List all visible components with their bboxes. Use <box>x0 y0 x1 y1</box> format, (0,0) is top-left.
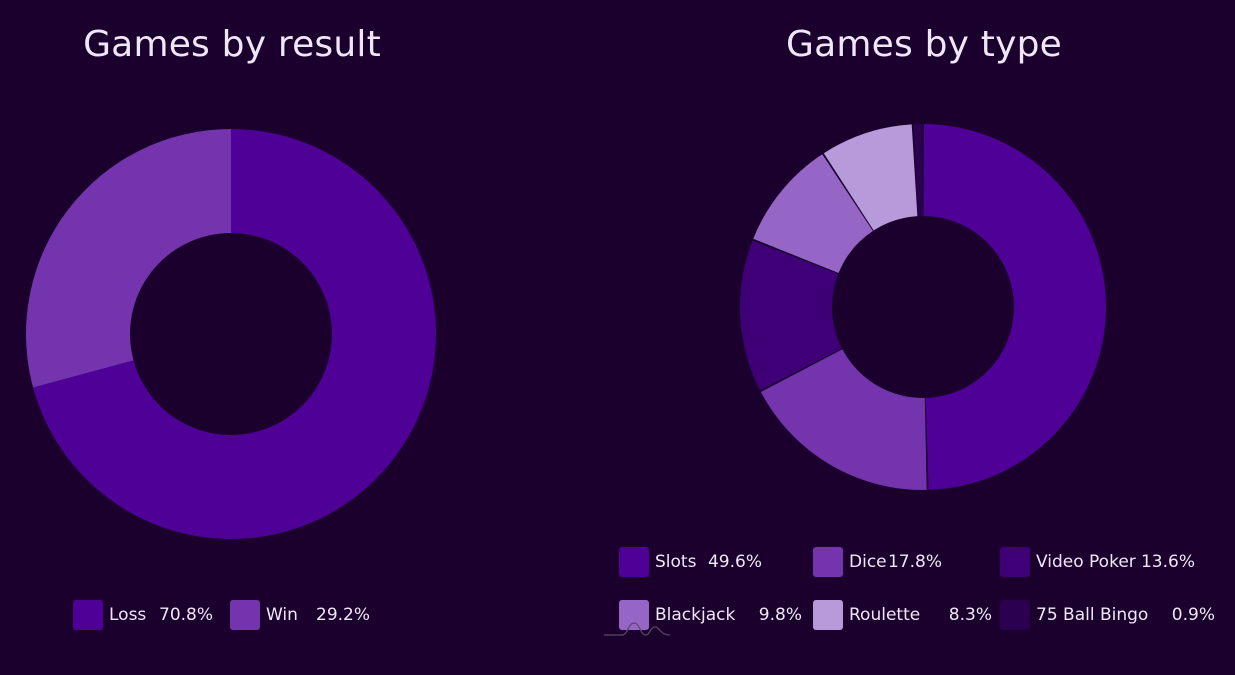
slice-win[interactable] <box>26 129 232 388</box>
legend-swatch <box>813 547 843 577</box>
legend-value: 70.8% <box>159 605 214 625</box>
legend-value: 29.2% <box>316 605 371 625</box>
legend-value: 49.6% <box>707 552 762 572</box>
legend-value: 0.9% <box>1171 605 1215 625</box>
legend-value: 8.3% <box>948 605 992 625</box>
legend-item-blackjack[interactable]: Blackjack 9.8% <box>619 599 802 631</box>
legend-label: Roulette <box>849 605 921 625</box>
legend-value: 17.8% <box>887 552 942 572</box>
legend-label: Win <box>266 605 298 625</box>
legend-value: 9.8% <box>758 605 802 625</box>
legend-value: 13.6% <box>1140 552 1195 572</box>
legend-item-win[interactable]: Win 29.2% <box>230 599 370 631</box>
donut-chart-games-by-result <box>26 129 437 539</box>
slice-dice[interactable] <box>760 349 927 490</box>
legend-swatch <box>1000 547 1030 577</box>
legend-label: Blackjack <box>655 605 736 625</box>
legend-item-roulette[interactable]: Roulette 8.3% <box>813 599 992 631</box>
legend-swatch <box>619 600 649 630</box>
legend-swatch <box>813 600 843 630</box>
donut-chart-games-by-type <box>740 124 1106 490</box>
legend-swatch <box>73 600 103 630</box>
legend-item-dice[interactable]: Dice 17.8% <box>813 546 942 578</box>
legend-label: 75 Ball Bingo <box>1036 605 1149 625</box>
slice-loss[interactable] <box>33 129 437 539</box>
legend-swatch <box>230 600 260 630</box>
chart-title-games-by-result: Games by result <box>83 24 381 65</box>
legend-label: Slots <box>655 552 697 572</box>
legend-swatch <box>1000 600 1030 630</box>
legend-item-75-ball-bingo[interactable]: 75 Ball Bingo 0.9% <box>1000 599 1215 631</box>
legend-label: Video Poker <box>1036 552 1136 572</box>
legend-swatch <box>619 547 649 577</box>
legend-label: Loss <box>109 605 147 625</box>
slice-75-ball-bingo[interactable] <box>913 124 923 217</box>
slice-slots[interactable] <box>923 124 1106 490</box>
slice-blackjack[interactable] <box>753 154 873 274</box>
slice-roulette[interactable] <box>823 124 918 231</box>
legend-item-loss[interactable]: Loss 70.8% <box>73 599 213 631</box>
legend-item-video-poker[interactable]: Video Poker 13.6% <box>1000 546 1195 578</box>
legend-item-slots[interactable]: Slots 49.6% <box>619 546 762 578</box>
chart-title-games-by-type: Games by type <box>786 24 1062 65</box>
slice-video-poker[interactable] <box>740 240 842 391</box>
legend-label: Dice <box>849 552 887 572</box>
watermark-logo-icon <box>604 622 671 636</box>
